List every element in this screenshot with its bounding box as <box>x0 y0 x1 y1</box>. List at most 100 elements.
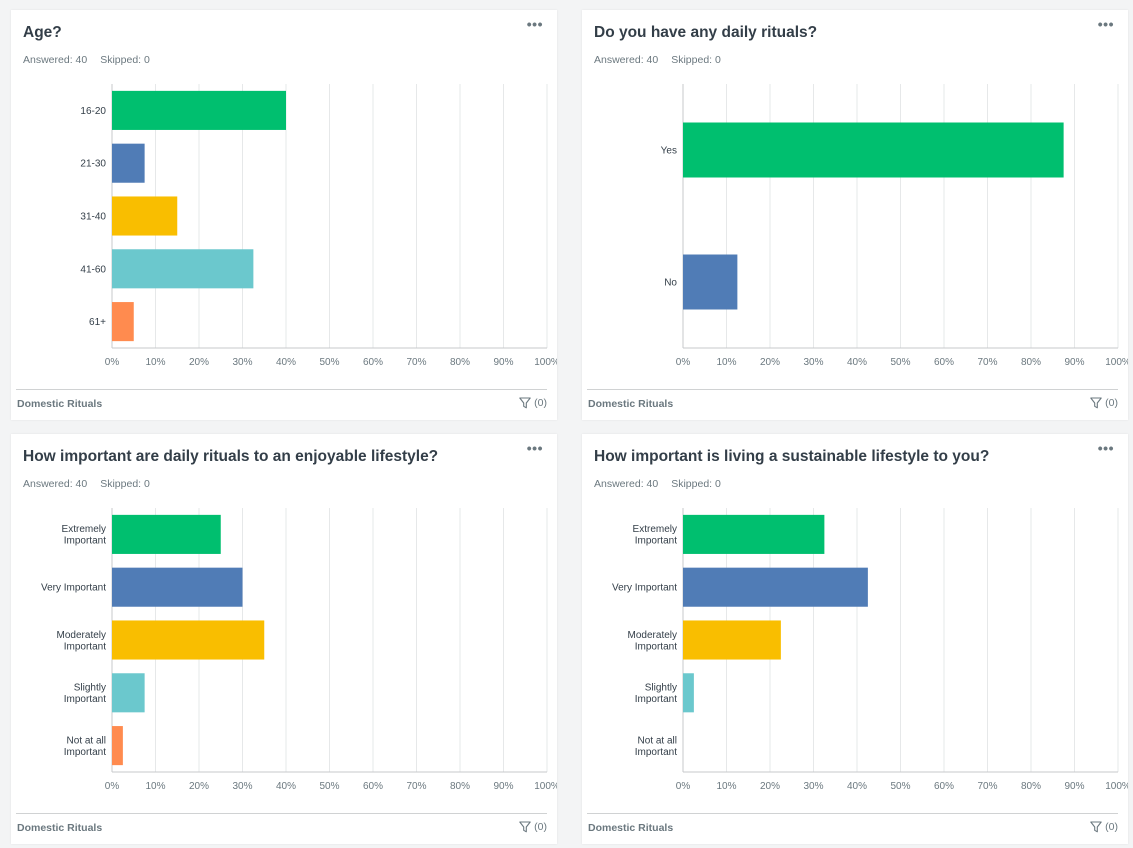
bar <box>683 122 1064 178</box>
x-tick-label: 90% <box>1064 781 1084 792</box>
filter-button[interactable]: (0) <box>519 821 547 833</box>
bar <box>112 302 134 342</box>
x-tick-label: 20% <box>760 781 780 792</box>
skipped-count: Skipped: 0 <box>100 54 150 66</box>
x-tick-label: 40% <box>847 781 867 792</box>
x-tick-label: 30% <box>803 781 823 792</box>
x-tick-label: 80% <box>450 357 470 368</box>
category-label-line: Very Important <box>41 583 106 594</box>
x-tick-label: 100% <box>1105 357 1128 368</box>
skipped-count: Skipped: 0 <box>100 478 150 490</box>
filter-icon <box>1090 821 1102 833</box>
category-label: Very Important <box>41 583 106 594</box>
category-label-line: Moderately <box>57 630 106 641</box>
skipped-count: Skipped: 0 <box>671 478 721 490</box>
x-tick-label: 20% <box>189 781 209 792</box>
x-tick-label: 30% <box>232 781 252 792</box>
x-tick-label: 80% <box>1021 357 1041 368</box>
more-options-icon[interactable]: ••• <box>526 16 543 32</box>
filter-button[interactable]: (0) <box>1090 821 1118 833</box>
bar <box>112 673 145 713</box>
category-label: No <box>664 278 677 289</box>
category-label: 21-30 <box>80 159 106 170</box>
chart-card-sustainable-lifestyle: How important is living a sustainable li… <box>582 434 1128 844</box>
bar-chart: 0% 10% 20% 30% 40% 50% 60% 70% 80% 90% 100% Yes No <box>661 84 1128 368</box>
category-label: Not at all Important <box>64 735 106 758</box>
category-label: Not at all Important <box>635 735 677 758</box>
category-label: Slightly Important <box>635 683 677 706</box>
category-label-line: Extremely <box>633 524 677 535</box>
answered-count: Answered: 40 <box>594 478 659 490</box>
category-label-line: Important <box>64 694 106 705</box>
category-label: 61+ <box>89 317 106 328</box>
x-tick-label: 0% <box>105 357 120 368</box>
filter-count: (0) <box>534 397 547 409</box>
x-tick-label: 10% <box>716 781 736 792</box>
x-tick-label: 40% <box>847 357 867 368</box>
bar <box>112 514 221 554</box>
filter-count: (0) <box>1105 397 1118 409</box>
bar <box>683 567 868 607</box>
category-label-line: Not at all <box>638 735 677 746</box>
card-title: How important are daily rituals to an en… <box>23 448 439 465</box>
answered-count: Answered: 40 <box>594 54 659 66</box>
more-options-icon[interactable]: ••• <box>1097 440 1114 456</box>
category-label-line: Moderately <box>628 630 677 641</box>
x-tick-label: 60% <box>363 781 383 792</box>
category-label: Extremely Important <box>633 524 678 547</box>
category-label: Extremely Important <box>62 524 107 547</box>
x-tick-label: 0% <box>676 781 691 792</box>
bar <box>112 567 243 607</box>
category-label-line: 61+ <box>89 317 106 328</box>
category-label: Moderately Important <box>57 630 107 653</box>
bar <box>683 514 825 554</box>
survey-name: Domestic Rituals <box>588 398 674 410</box>
x-tick-label: 10% <box>145 357 165 368</box>
bar <box>112 90 286 130</box>
category-label-line: No <box>664 278 677 289</box>
x-tick-label: 20% <box>189 357 209 368</box>
answered-count: Answered: 40 <box>23 54 88 66</box>
chart-card-rituals-importance: How important are daily rituals to an en… <box>11 434 557 844</box>
category-label-line: 21-30 <box>80 159 106 170</box>
answered-count: Answered: 40 <box>23 478 88 490</box>
card-footer: Domestic Rituals (0) <box>16 389 547 420</box>
category-label: Very Important <box>612 583 677 594</box>
x-tick-label: 60% <box>934 781 954 792</box>
category-label: Slightly Important <box>64 683 106 706</box>
x-tick-label: 40% <box>276 357 296 368</box>
category-label-line: 31-40 <box>80 212 106 223</box>
category-label: Moderately Important <box>628 630 678 653</box>
bar <box>683 620 781 660</box>
x-tick-label: 50% <box>890 781 910 792</box>
card-title: Age? <box>23 24 62 41</box>
x-tick-label: 40% <box>276 781 296 792</box>
filter-button[interactable]: (0) <box>1090 397 1118 409</box>
more-options-icon[interactable]: ••• <box>1097 16 1114 32</box>
category-label-line: Important <box>635 641 677 652</box>
category-label-line: Important <box>635 747 677 758</box>
x-tick-label: 100% <box>1105 781 1128 792</box>
card-title: How important is living a sustainable li… <box>594 448 990 465</box>
x-tick-label: 70% <box>977 781 997 792</box>
x-tick-label: 50% <box>890 357 910 368</box>
survey-name: Domestic Rituals <box>17 822 103 834</box>
category-label: 41-60 <box>80 264 106 275</box>
filter-count: (0) <box>1105 821 1118 833</box>
category-label-line: 41-60 <box>80 264 106 275</box>
category-label-line: Slightly <box>645 683 677 694</box>
filter-icon <box>1090 397 1102 409</box>
bar <box>112 726 123 766</box>
more-options-icon[interactable]: ••• <box>526 440 543 456</box>
category-label-line: Very Important <box>612 583 677 594</box>
filter-icon <box>519 397 531 409</box>
card-footer: Domestic Rituals (0) <box>16 813 547 844</box>
category-label-line: Important <box>635 536 677 547</box>
x-tick-label: 90% <box>493 781 513 792</box>
category-label-line: Slightly <box>74 683 106 694</box>
category-label-line: Important <box>64 641 106 652</box>
x-tick-label: 80% <box>1021 781 1041 792</box>
filter-button[interactable]: (0) <box>519 397 547 409</box>
card-footer: Domestic Rituals (0) <box>587 389 1118 420</box>
category-label-line: Important <box>64 536 106 547</box>
